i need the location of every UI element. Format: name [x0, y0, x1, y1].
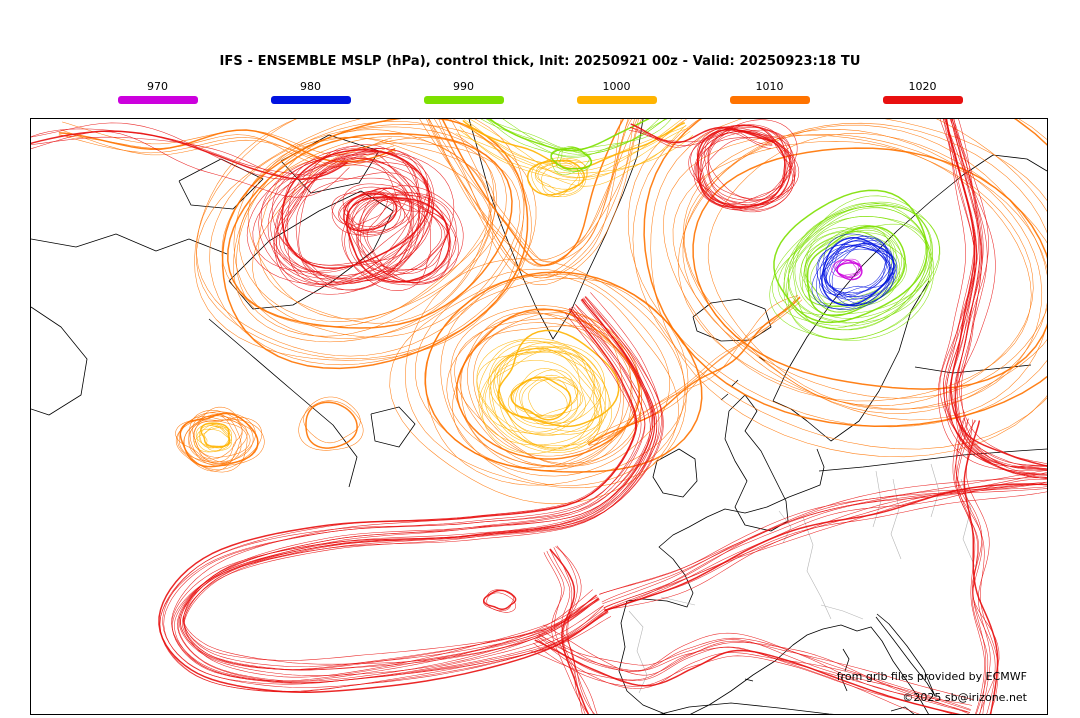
legend-item-990: 990 [423, 80, 504, 104]
attribution-copyright: ©2025 sb@irizone.net [902, 691, 1027, 704]
legend-swatch-1000 [576, 96, 657, 104]
chart-title: IFS - ENSEMBLE MSLP (hPa), control thick… [219, 54, 861, 69]
legend-label-1020: 1020 [908, 80, 937, 93]
legend-label-990: 990 [453, 80, 474, 93]
legend-label-980: 980 [300, 80, 321, 93]
legend-swatch-1020 [882, 96, 963, 104]
legend-swatch-980 [270, 96, 351, 104]
map-frame: from grib files provided by ECMWF ©2025 … [30, 118, 1048, 715]
legend-label-1000: 1000 [602, 80, 631, 93]
legend-item-1010: 1010 [729, 80, 810, 104]
legend: 970 980 990 1000 1010 1020 [0, 80, 1080, 104]
legend-item-980: 980 [270, 80, 351, 104]
legend-swatch-970 [117, 96, 198, 104]
legend-item-970: 970 [117, 80, 198, 104]
legend-label-1010: 1010 [755, 80, 784, 93]
legend-item-1000: 1000 [576, 80, 657, 104]
legend-swatch-990 [423, 96, 504, 104]
attribution: from grib files provided by ECMWF ©2025 … [837, 666, 1027, 708]
legend-swatch-1010 [729, 96, 810, 104]
legend-item-1020: 1020 [882, 80, 963, 104]
legend-label-970: 970 [147, 80, 168, 93]
attribution-source: from grib files provided by ECMWF [836, 670, 1027, 683]
map-canvas [31, 119, 1047, 714]
